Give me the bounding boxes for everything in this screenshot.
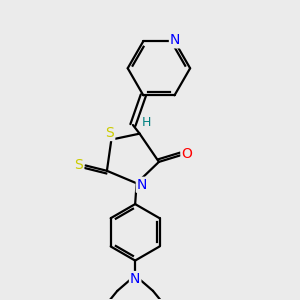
Text: O: O xyxy=(182,147,192,161)
Text: S: S xyxy=(75,158,83,172)
Text: H: H xyxy=(142,116,151,128)
Text: S: S xyxy=(106,126,114,140)
Text: N: N xyxy=(130,272,140,286)
Text: N: N xyxy=(170,33,180,47)
Text: N: N xyxy=(137,178,147,192)
